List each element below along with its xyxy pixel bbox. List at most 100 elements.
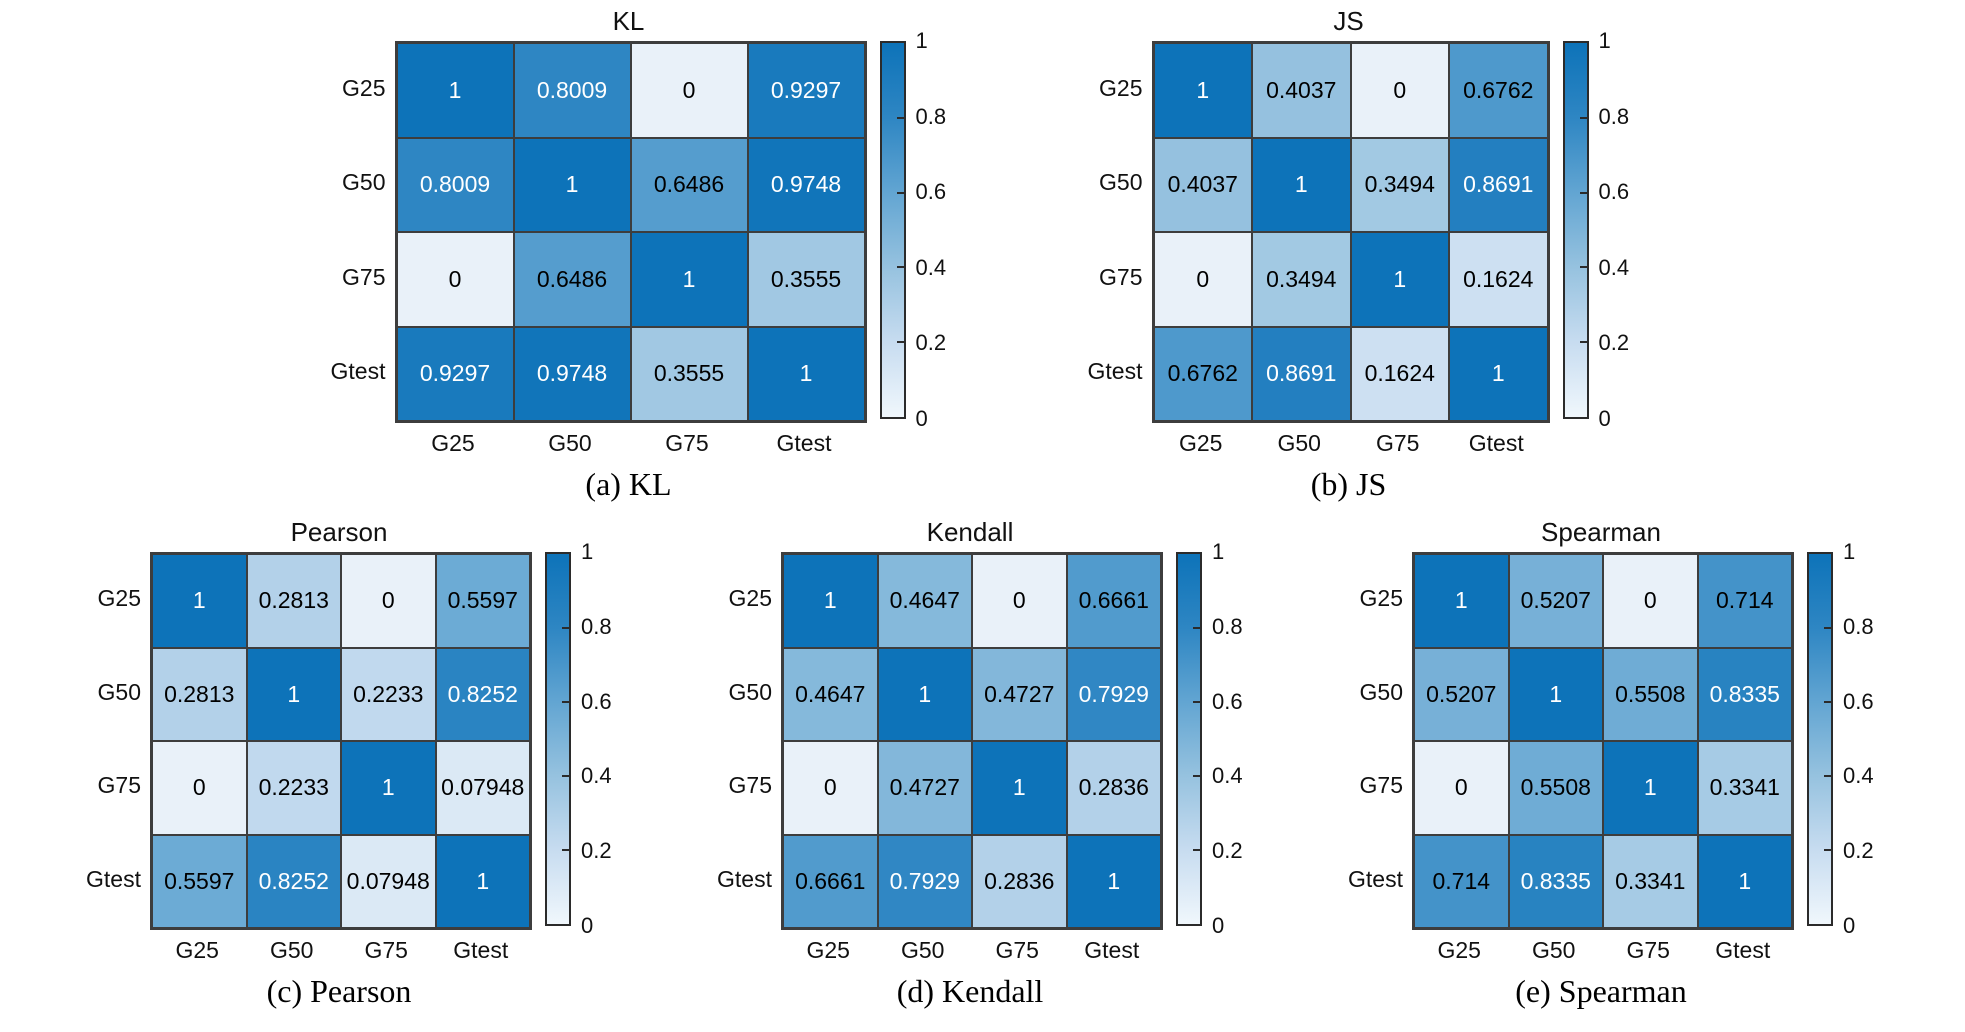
column-label: Gtest [1715, 937, 1771, 963]
colorbar-tick-label: 0.2 [1212, 838, 1243, 864]
heatmap-cell: 0.8252 [246, 834, 341, 928]
colorbar: 1 0.8 0.6 0.4 0.2 0 [1176, 539, 1262, 938]
heatmap-cell: 0.9748 [513, 326, 631, 421]
y-axis-labels: G25 G50 G75 Gtest [317, 41, 395, 419]
heatmap-cell: 0.3494 [1252, 232, 1351, 327]
column-label: G25 [1437, 937, 1481, 963]
colorbar-tick-label: 1 [1212, 539, 1225, 564]
heatmap-cell: 1 [877, 647, 972, 741]
heatmap-cell: 0.2836 [972, 834, 1067, 928]
heatmap-cell: 0.8335 [1697, 647, 1792, 741]
heatmap-cell: 0.2233 [341, 647, 436, 741]
heatmap-cell: 0 [783, 741, 878, 835]
colorbar-tick-mark [896, 191, 904, 194]
plot-area: G25 G50 G75 Gtest 1 0.5207 0 0.714 0.5207 1 0.550… [1334, 539, 1893, 938]
heatmap-cell: 0.8691 [1252, 326, 1351, 421]
heatmap-cell: 0.4037 [1252, 43, 1351, 138]
heatmap-cell: 0.4647 [877, 554, 972, 648]
heatmap-cell: 0.3341 [1603, 834, 1698, 928]
colorbar-tick-mark [1579, 116, 1587, 119]
subplot-caption: (c) Pearson [266, 973, 412, 1009]
figure-top-row: KL G25 G50 G75 Gtest 1 0.8009 0 0.9297 0.8009 1 0… [0, 0, 1965, 503]
heatmap-matrix: 1 0.4647 0 0.6661 0.4647 1 0.4727 0.7929 0 0.4727… [781, 552, 1163, 930]
column-label: Gtest [453, 937, 509, 963]
heatmap-cell: 0.8252 [435, 647, 530, 741]
column-label: Gtest [1468, 430, 1524, 456]
colorbar: 1 0.8 0.6 0.4 0.2 0 [1807, 539, 1893, 938]
colorbar-tick-label: 0.4 [1598, 254, 1630, 280]
colorbar-tick-mark [562, 701, 569, 703]
colorbar-tick-label: 1 [1843, 539, 1856, 564]
chart-title: Pearson [290, 517, 388, 547]
heatmap-cell: 0 [152, 741, 247, 835]
colorbar-tick-mark [1193, 627, 1200, 629]
heatmap-cell: 0.4037 [1153, 137, 1252, 232]
colorbar-tick-mark [1824, 627, 1831, 629]
colorbar-tick-label: 0.4 [581, 763, 612, 789]
heatmap-cell: 0.7929 [1066, 647, 1161, 741]
colorbar-tick-label: 0.6 [581, 688, 612, 714]
colorbar-tick-label: 0 [1212, 913, 1225, 938]
heatmap-cell: 0.07948 [435, 741, 530, 835]
heatmap-cell: 0.4727 [877, 741, 972, 835]
heatmap-cell: 1 [396, 43, 514, 138]
colorbar-tick-label: 0.2 [915, 330, 947, 356]
colorbar-tick-mark [1579, 341, 1587, 344]
colorbar-tick-mark [1824, 701, 1831, 703]
colorbar: 1 0.8 0.6 0.4 0.2 0 [1562, 28, 1649, 431]
column-label: G50 [1532, 937, 1576, 963]
heatmap-cell: 1 [152, 554, 247, 648]
heatmap-panel-js: JS G25 G50 G75 Gtest 1 0.4037 0 0.6762 0.4037 1 0… [1074, 6, 1649, 503]
colorbar-tick-mark [1824, 775, 1831, 777]
column-label: G25 [431, 430, 475, 456]
heatmap-matrix: 1 0.8009 0 0.9297 0.8009 1 0.6486 0.9748 0 0.6486… [394, 41, 867, 423]
colorbar-tick-label: 0.8 [1843, 613, 1874, 639]
plot-area: G25 G50 G75 Gtest 1 0.2813 0 0.5597 0.2813 1 0.22… [72, 539, 631, 938]
colorbar-tick-label: 0.8 [1212, 613, 1243, 639]
row-label: G75 [97, 772, 141, 799]
heatmap-cell: 0.9748 [747, 137, 865, 232]
heatmap-cell: 0.4647 [783, 647, 878, 741]
chart-title: JS [1333, 6, 1364, 36]
colorbar-tick-mark [1193, 849, 1200, 851]
heatmap-cell: 0.6762 [1153, 326, 1252, 421]
subplot-caption: (e) Spearman [1515, 973, 1687, 1009]
y-axis-labels: G25 G50 G75 Gtest [1334, 552, 1412, 926]
row-label: G50 [728, 678, 772, 705]
column-label: G75 [1376, 430, 1420, 456]
row-label: G75 [1099, 263, 1143, 290]
heatmap-cell: 0.3494 [1350, 137, 1449, 232]
column-label: G75 [665, 430, 709, 456]
row-label: G50 [97, 678, 141, 705]
row-label: G25 [97, 585, 141, 612]
colorbar-tick-label: 0.2 [581, 838, 612, 864]
colorbar-tick-label: 1 [581, 539, 594, 564]
heatmap-panel-spearman: Spearman G25 G50 G75 Gtest 1 0.5207 0 0.714 0.5… [1334, 517, 1893, 1010]
colorbar-tick-mark [562, 627, 569, 629]
colorbar-tick-label: 0.4 [1843, 763, 1874, 789]
row-label: Gtest [86, 865, 141, 892]
heatmap-panel-pearson: Pearson G25 G50 G75 Gtest 1 0.2813 0 0.5597 0.2… [72, 517, 631, 1010]
heatmap-cell: 1 [1153, 43, 1252, 138]
colorbar-gradient [879, 41, 906, 419]
colorbar-tick-mark [562, 849, 569, 851]
heatmap-cell: 0.8335 [1508, 834, 1603, 928]
heatmap-cell: 0.2836 [1066, 741, 1161, 835]
colorbar-gradient [1176, 552, 1202, 926]
colorbar-tick-label: 0 [1843, 913, 1856, 938]
colorbar-tick-label: 0 [915, 406, 928, 431]
heatmap-cell: 0 [341, 554, 436, 648]
heatmap-cell: 0 [1153, 232, 1252, 327]
plot-area: G25 G50 G75 Gtest 1 0.4647 0 0.6661 0.4647 1 0.47… [703, 539, 1262, 938]
x-axis-labels: G25 G50 G75 Gtest [1152, 430, 1546, 457]
colorbar-tick-label: 0 [1598, 406, 1611, 431]
heatmap-cell: 0 [630, 43, 748, 138]
y-axis-labels: G25 G50 G75 Gtest [72, 552, 150, 926]
column-label: G25 [1179, 430, 1223, 456]
colorbar: 1 0.8 0.6 0.4 0.2 0 [879, 28, 966, 431]
x-axis-labels: G25 G50 G75 Gtest [150, 937, 528, 964]
heatmap-matrix: 1 0.2813 0 0.5597 0.2813 1 0.2233 0.8252 0 0.2233… [150, 552, 532, 930]
heatmap-cell: 1 [435, 834, 530, 928]
column-label: G50 [270, 937, 314, 963]
colorbar-tick-mark [1193, 701, 1200, 703]
